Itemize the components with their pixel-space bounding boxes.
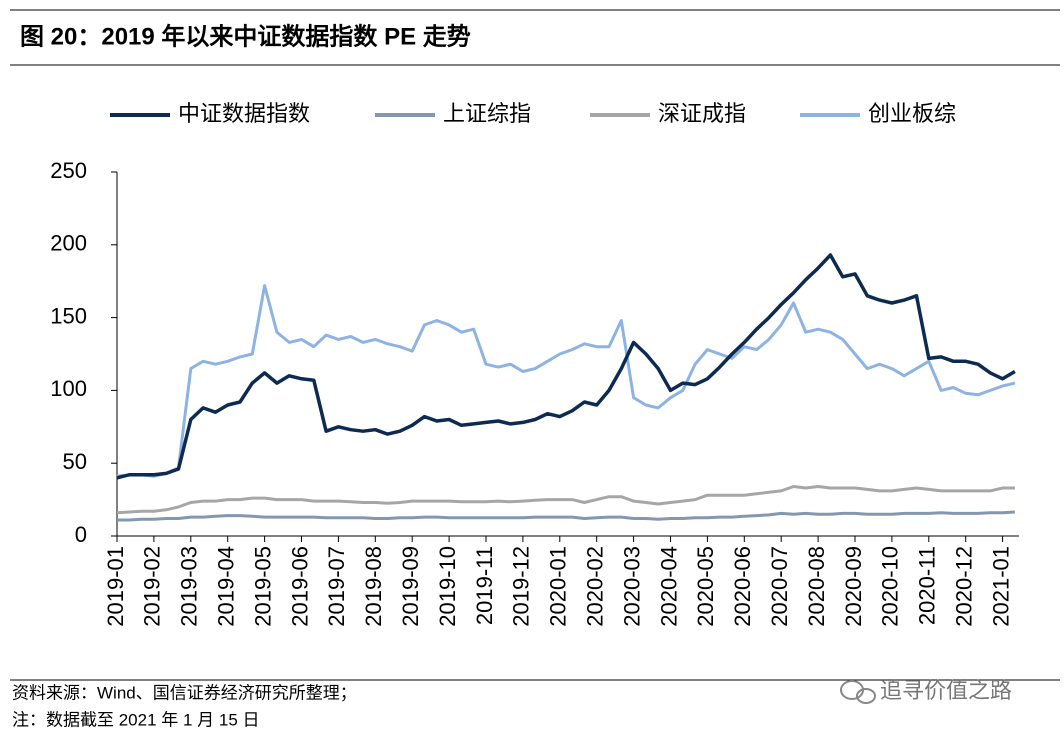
x-tick-label: 2019-04 (214, 546, 239, 627)
series-line (116, 284, 1016, 478)
x-tick-label: 2020-09 (841, 546, 866, 627)
x-tick-label: 2019-12 (509, 546, 534, 627)
x-tick-label: 2019-11 (472, 546, 497, 625)
x-tick-label: 2020-03 (619, 546, 644, 627)
series-line (116, 253, 1016, 480)
legend-label: 上证综指 (443, 101, 531, 126)
y-tick-label: 100 (50, 376, 87, 401)
legend-label: 创业板综 (868, 101, 956, 126)
x-tick-label: 2020-10 (878, 546, 903, 627)
x-tick-label: 2021-01 (988, 546, 1013, 627)
x-tick-label: 2019-10 (435, 546, 460, 627)
chart-title: 图 20：2019 年以来中证数据指数 PE 走势 (20, 22, 471, 50)
series-line (116, 485, 1015, 515)
x-tick-label: 2020-02 (583, 546, 608, 627)
x-tick-label: 2019-03 (177, 546, 202, 627)
x-tick-label: 2019-06 (287, 546, 312, 627)
legend-label: 中证数据指数 (178, 101, 310, 126)
y-tick-label: 250 (50, 158, 87, 183)
legend-label: 深证成指 (658, 101, 746, 126)
x-tick-label: 2020-08 (804, 546, 829, 627)
x-tick-label: 2020-05 (693, 546, 718, 627)
series-line (117, 510, 1015, 522)
y-tick-label: 0 (75, 522, 87, 547)
x-tick-label: 2020-06 (730, 546, 755, 627)
source: 资料来源：Wind、国信证券经济研究所整理； (12, 683, 357, 702)
x-tick-label: 2019-07 (324, 546, 349, 627)
y-tick-label: 150 (50, 303, 87, 328)
watermark-icon (840, 680, 876, 704)
x-tick-label: 2020-04 (656, 546, 681, 627)
x-tick-label: 2020-11 (915, 546, 940, 625)
x-tick-label: 2019-08 (361, 546, 386, 627)
y-tick-label: 200 (50, 231, 87, 256)
watermark: 追寻价值之路 (880, 678, 1012, 703)
x-tick-label: 2019-01 (103, 546, 128, 627)
x-tick-label: 2019-05 (250, 546, 275, 627)
x-tick-label: 2020-07 (767, 546, 792, 627)
x-tick-label: 2019-02 (140, 546, 165, 627)
y-tick-label: 50 (63, 449, 87, 474)
x-tick-label: 2019-09 (398, 546, 423, 627)
x-tick-label: 2020-01 (546, 546, 571, 627)
note: 注：数据截至 2021 年 1 月 15 日 (12, 710, 260, 729)
x-tick-label: 2020-12 (952, 546, 977, 627)
